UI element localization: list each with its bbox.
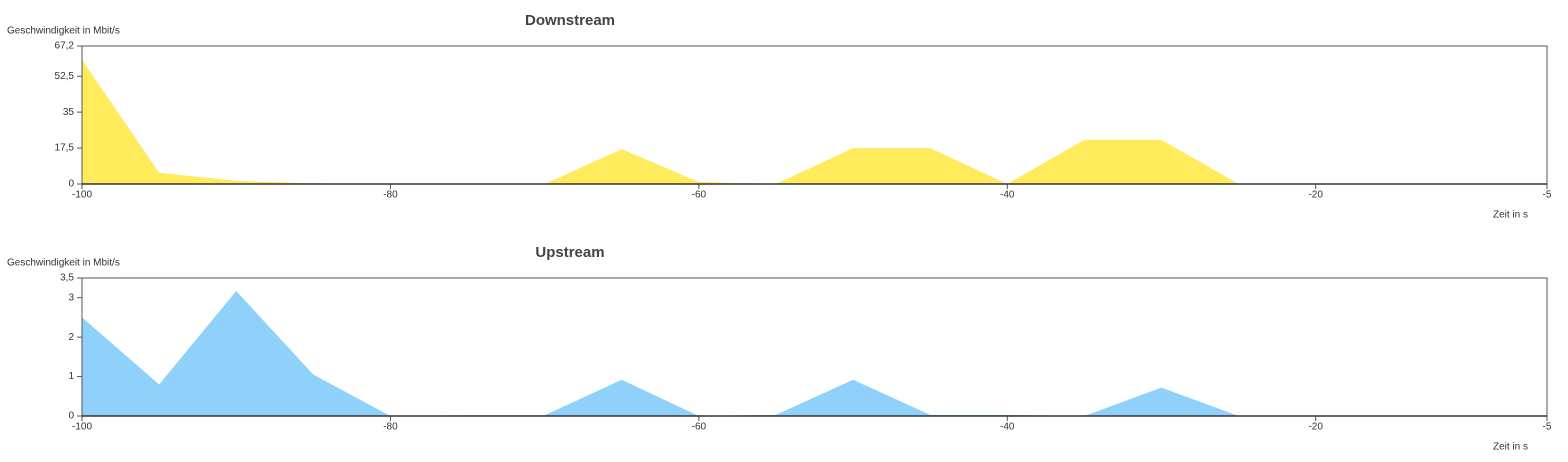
x-tick-label: -5 [1543,190,1552,201]
area [82,59,1547,185]
x-tick-label: -80 [383,422,398,433]
x-tick-label: -100 [72,190,92,201]
y-tick-label: 17,5 [55,143,75,154]
x-tick-label: -60 [692,422,707,433]
x-tick-label: -40 [1000,190,1015,201]
y-tick-label: 3 [68,292,74,303]
x-tick-label: -60 [692,190,707,201]
y-axis-label: Geschwindigkeit in Mbit/s [7,258,120,269]
chart-title: Upstream [535,244,604,261]
x-tick-label: -80 [383,190,398,201]
y-tick-label: 1 [68,371,74,382]
y-tick-label: 52,5 [55,71,75,82]
x-axis-label: Zeit in s [1493,442,1528,453]
y-tick-label: 0 [68,411,74,422]
y-axis-label: Geschwindigkeit in Mbit/s [7,26,120,37]
y-tick-label: 0 [68,179,74,190]
x-tick-label: -40 [1000,422,1015,433]
x-tick-label: -5 [1543,422,1552,433]
y-tick-label: 35 [63,107,75,118]
plot-frame [81,45,1548,185]
x-tick-label: -20 [1308,422,1323,433]
area [82,291,1547,416]
y-tick-label: 3,5 [60,273,74,284]
y-tick-label: 2 [68,332,74,343]
y-tick-label: 67,2 [55,41,75,52]
x-tick-label: -100 [72,422,92,433]
chart-title: Downstream [525,12,615,29]
x-tick-label: -20 [1308,190,1323,201]
x-axis-label: Zeit in s [1493,210,1528,221]
